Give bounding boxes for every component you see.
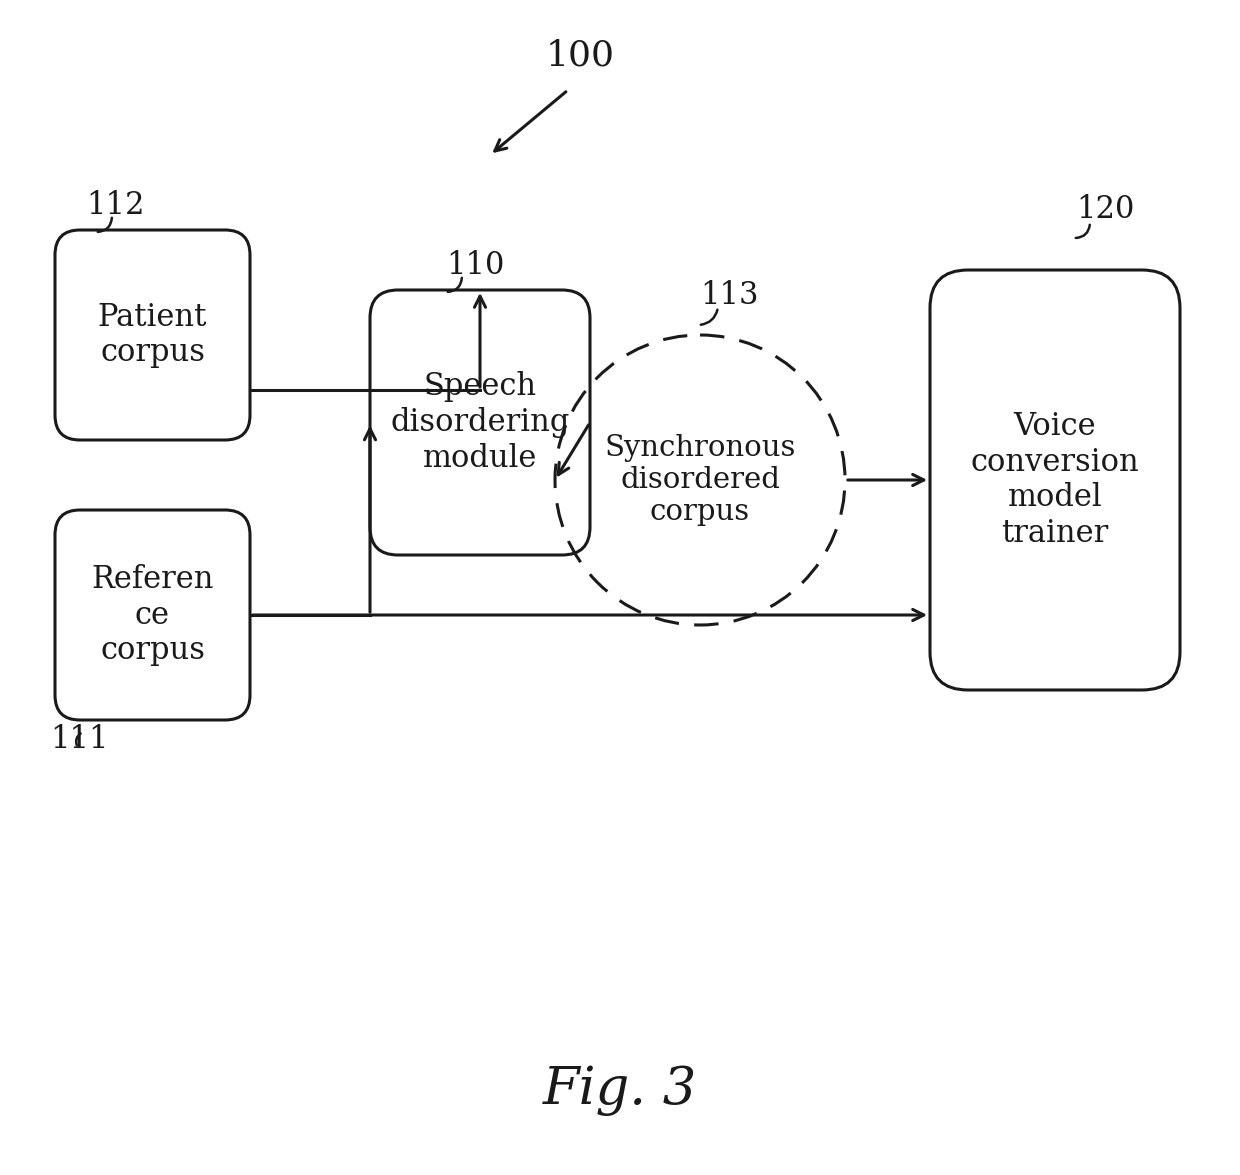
Text: Synchronous
disordered
corpus: Synchronous disordered corpus <box>604 434 796 526</box>
FancyBboxPatch shape <box>55 510 250 720</box>
FancyBboxPatch shape <box>930 270 1180 690</box>
Text: Referen
ce
corpus: Referen ce corpus <box>92 564 213 666</box>
Text: Fig. 3: Fig. 3 <box>543 1065 697 1115</box>
Text: 113: 113 <box>701 280 759 310</box>
Text: Voice
conversion
model
trainer: Voice conversion model trainer <box>971 411 1140 549</box>
Text: 112: 112 <box>86 189 144 221</box>
Text: Patient
corpus: Patient corpus <box>98 302 207 369</box>
Text: 110: 110 <box>446 249 505 281</box>
FancyBboxPatch shape <box>55 230 250 439</box>
Text: 120: 120 <box>1076 195 1135 226</box>
Text: 111: 111 <box>51 725 109 756</box>
Text: Speech
disordering
module: Speech disordering module <box>391 371 569 474</box>
Text: 100: 100 <box>546 38 615 72</box>
FancyBboxPatch shape <box>370 290 590 555</box>
